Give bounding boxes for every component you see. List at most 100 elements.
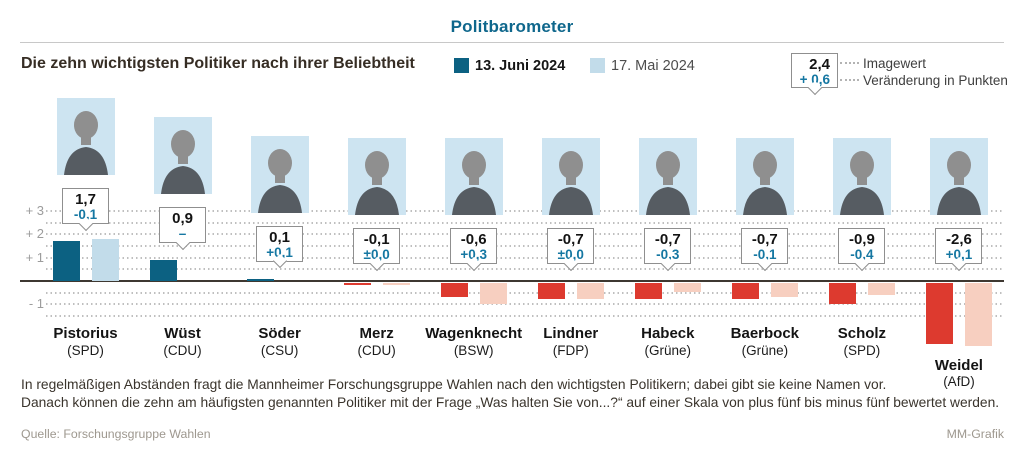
footnote: In regelmäßigen Abständen fragt die Mann… — [21, 376, 999, 411]
politician-name: Scholz — [837, 325, 887, 342]
bubble-value: -0,7 — [654, 231, 681, 248]
photo-scholz — [832, 138, 891, 215]
politician-name: Baerbock — [730, 325, 800, 342]
gridline-1 — [46, 256, 1002, 259]
value-bubble-pistorius: 1,7 -0,1 — [62, 188, 109, 225]
politician-party: (BSW) — [453, 342, 494, 358]
politician-name: Weidel — [934, 356, 983, 374]
politician-party: (SPD) — [67, 342, 104, 358]
bubble-change: -0,3 — [656, 247, 680, 262]
bubble-change: -0,1 — [73, 207, 98, 223]
axis-tick-label: + 1 — [25, 249, 44, 265]
legend-example-value: 2,4 — [809, 56, 830, 73]
gridline-2 — [46, 233, 1002, 236]
page-title: Politbarometer — [450, 17, 574, 36]
bar-previous-scholz — [867, 283, 895, 295]
bubble-value: -0,7 — [557, 231, 584, 248]
bubble-value: -0,7 — [751, 231, 778, 248]
axis-tick-label: - 1 — [28, 296, 44, 312]
value-bubble-baerbock: -0,7 -0,1 — [741, 228, 789, 264]
legend-swatch-current — [454, 58, 469, 73]
gridline-1.5 — [46, 245, 1002, 247]
label-wagenknecht: Wagenknecht (BSW) — [419, 326, 529, 358]
politician-name: Pistorius — [53, 325, 118, 342]
portrait-silhouette-icon — [541, 138, 600, 215]
politician-party: (Grüne) — [741, 342, 789, 358]
photo-baerbock — [735, 138, 794, 215]
bar-current-wuest — [149, 260, 177, 281]
photo-wagenknecht — [444, 138, 503, 215]
portrait-silhouette-icon — [832, 138, 891, 215]
portrait-silhouette-icon — [347, 138, 406, 215]
politician-party: (Grüne) — [644, 342, 692, 358]
bar-previous-habeck — [673, 283, 701, 293]
footnote-line2: Danach können die zehn am häufigsten gen… — [21, 394, 1000, 410]
header-divider — [20, 42, 1004, 43]
label-soeder: Söder (CSU) — [225, 326, 335, 358]
value-bubble-lindner: -0,7 ±0,0 — [547, 228, 595, 264]
photo-pistorius — [56, 98, 115, 176]
photo-weidel — [929, 138, 988, 215]
politician-party: (SPD) — [843, 342, 881, 358]
portrait-silhouette-icon — [444, 138, 503, 215]
bubble-change: +0,3 — [460, 247, 488, 262]
bubble-value: -0,9 — [848, 231, 875, 248]
bubble-value: -0,6 — [460, 231, 487, 248]
bar-current-wagenknecht — [440, 283, 468, 297]
bar-current-pistorius — [52, 241, 80, 281]
bubble-value: -2,6 — [946, 231, 972, 248]
gridline--1 — [46, 303, 1002, 306]
source-credit: Quelle: Forschungsgruppe Wahlen — [21, 427, 211, 441]
politician-party: (AfD) — [943, 374, 975, 390]
value-bubble-wuest: 0,9– — [159, 207, 207, 243]
label-baerbock: Baerbock (Grüne) — [710, 326, 820, 358]
gridline-2.5 — [46, 221, 1002, 224]
label-scholz: Scholz (SPD) — [807, 326, 917, 358]
gridline--1.5 — [46, 314, 1002, 317]
legend-note-imagewert: Imagewert — [863, 56, 927, 71]
label-pistorius: Pistorius (SPD) — [31, 326, 141, 358]
label-merz: Merz (CDU) — [322, 326, 432, 358]
bar-previous-pistorius — [91, 239, 119, 281]
bar-current-weidel — [925, 283, 953, 344]
value-bubble-scholz: -0,9 -0,4 — [838, 228, 886, 264]
portrait-silhouette-icon — [250, 135, 309, 213]
label-weidel: Weidel (AfD) — [904, 358, 1014, 390]
bar-previous-wagenknecht — [479, 283, 507, 304]
photo-merz — [347, 138, 406, 215]
photo-soeder — [250, 135, 309, 213]
graphic-credit: MM-Grafik — [946, 427, 1004, 441]
value-bubble-merz: -0,1 ±0,0 — [353, 228, 401, 264]
bubble-change: +0,1 — [945, 247, 973, 262]
politician-name: Wagenknecht — [425, 325, 523, 342]
portrait-silhouette-icon — [929, 138, 988, 215]
politician-name: Wüst — [164, 325, 201, 342]
bar-previous-lindner — [576, 283, 604, 300]
portrait-silhouette-icon — [153, 117, 212, 194]
bubble-value: 1,7 — [75, 191, 96, 209]
photo-wuest — [153, 117, 212, 194]
gridline-0.5 — [46, 268, 1002, 271]
leader-line-imagewert — [840, 62, 859, 64]
politician-name: Lindner — [543, 325, 599, 342]
bar-previous-weidel — [964, 283, 992, 346]
value-bubble-soeder: 0,1 +0,1 — [256, 225, 304, 262]
axis-tick-label: + 3 — [25, 203, 44, 218]
legend-swatch-previous — [590, 58, 605, 73]
bar-previous-baerbock — [770, 283, 798, 297]
politician-party: (FDP) — [552, 342, 589, 358]
bar-current-habeck — [634, 283, 662, 300]
bubble-value: 0,9 — [172, 210, 193, 227]
politician-name: Merz — [359, 325, 394, 342]
value-bubble-weidel: -2,6 +0,1 — [935, 228, 983, 264]
zero-axis-line — [20, 280, 1004, 282]
bar-current-soeder — [246, 278, 274, 281]
portrait-silhouette-icon — [735, 138, 794, 215]
gridline-3 — [46, 210, 1002, 212]
politician-party: (CSU) — [260, 342, 299, 358]
axis-tick-label: + 2 — [25, 226, 44, 242]
value-bubble-wagenknecht: -0,6 +0,3 — [450, 228, 498, 264]
politician-name: Habeck — [641, 325, 695, 342]
